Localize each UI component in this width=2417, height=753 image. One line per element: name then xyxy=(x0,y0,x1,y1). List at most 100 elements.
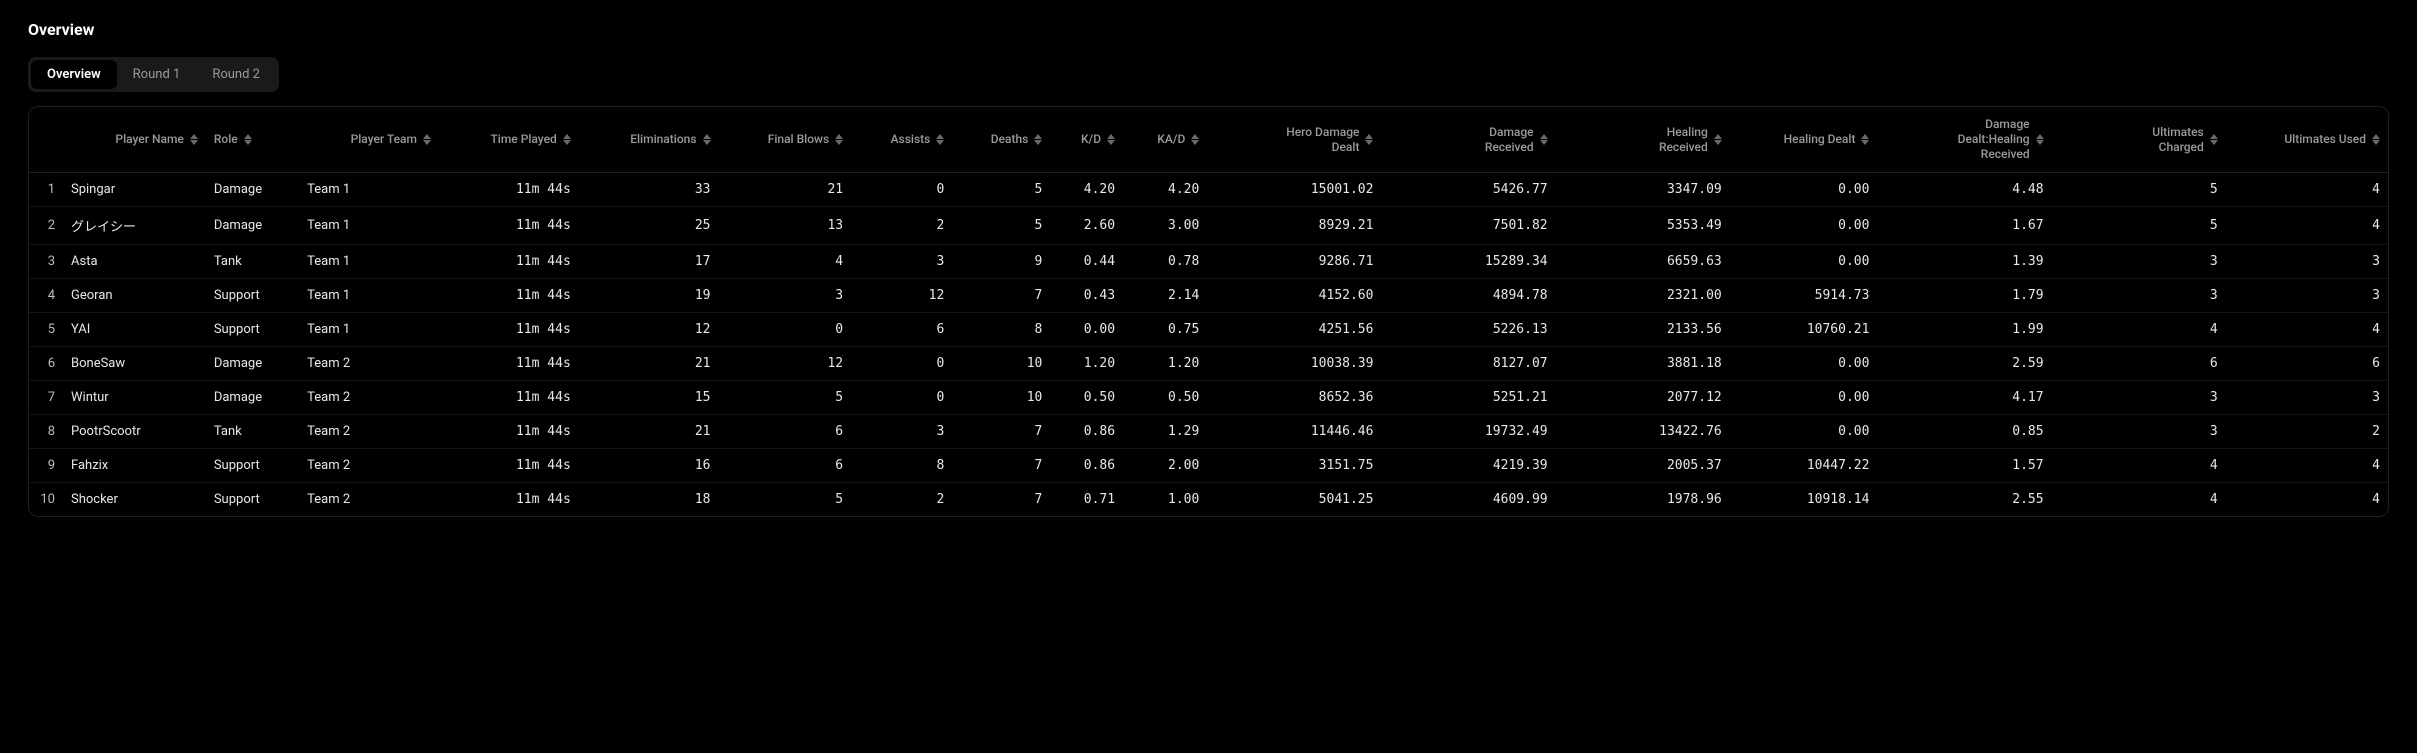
cell-damage_received: 8127.07 xyxy=(1381,347,1555,381)
cell-healing_dealt: 10760.21 xyxy=(1730,313,1878,347)
cell-idx: 7 xyxy=(29,381,63,415)
col-header-idx xyxy=(29,107,63,173)
cell-healing_received: 2133.56 xyxy=(1556,313,1730,347)
cell-kad: 0.78 xyxy=(1123,245,1207,279)
col-header-hero_damage[interactable]: Hero Damage Dealt xyxy=(1207,107,1381,173)
cell-player_team: Team 2 xyxy=(299,415,439,449)
col-header-healing_received[interactable]: Healing Received xyxy=(1556,107,1730,173)
col-header-role[interactable]: Role xyxy=(206,107,299,173)
cell-role: Damage xyxy=(206,381,299,415)
cell-final_blows: 3 xyxy=(719,279,852,313)
col-header-label: Damage Received xyxy=(1444,125,1534,155)
table-row: 6BoneSawDamageTeam 211m 44s21120101.201.… xyxy=(29,347,2388,381)
cell-healing_received: 3881.18 xyxy=(1556,347,1730,381)
cell-ult_charged: 3 xyxy=(2052,279,2226,313)
col-header-damage_received[interactable]: Damage Received xyxy=(1381,107,1555,173)
cell-kd: 1.20 xyxy=(1050,347,1123,381)
cell-hero_damage: 4152.60 xyxy=(1207,279,1381,313)
cell-final_blows: 6 xyxy=(719,449,852,483)
col-header-kd[interactable]: K/D xyxy=(1050,107,1123,173)
cell-ult_used: 4 xyxy=(2226,173,2388,207)
cell-role: Damage xyxy=(206,173,299,207)
cell-player_name: Spingar xyxy=(63,173,206,207)
cell-player_team: Team 1 xyxy=(299,313,439,347)
cell-ult_charged: 4 xyxy=(2052,483,2226,517)
cell-time_played: 11m 44s xyxy=(439,415,579,449)
col-header-kad[interactable]: KA/D xyxy=(1123,107,1207,173)
cell-role: Damage xyxy=(206,347,299,381)
cell-hero_damage: 15001.02 xyxy=(1207,173,1381,207)
cell-ult_used: 2 xyxy=(2226,415,2388,449)
tab-round-2[interactable]: Round 2 xyxy=(196,60,276,89)
sort-icon xyxy=(1034,134,1042,145)
cell-healing_received: 1978.96 xyxy=(1556,483,1730,517)
cell-kd: 4.20 xyxy=(1050,173,1123,207)
cell-kad: 0.50 xyxy=(1123,381,1207,415)
cell-deaths: 7 xyxy=(952,279,1050,313)
sort-icon xyxy=(1714,134,1722,145)
cell-ult_charged: 6 xyxy=(2052,347,2226,381)
cell-kd: 0.71 xyxy=(1050,483,1123,517)
sort-icon xyxy=(1191,134,1199,145)
cell-kad: 2.00 xyxy=(1123,449,1207,483)
cell-ult_used: 4 xyxy=(2226,207,2388,245)
cell-healing_received: 13422.76 xyxy=(1556,415,1730,449)
tab-round-1[interactable]: Round 1 xyxy=(117,60,197,89)
sort-icon xyxy=(423,134,431,145)
cell-damage_received: 4219.39 xyxy=(1381,449,1555,483)
cell-idx: 10 xyxy=(29,483,63,517)
col-header-label: Time Played xyxy=(490,132,556,147)
cell-dd_hr: 4.17 xyxy=(1877,381,2051,415)
cell-time_played: 11m 44s xyxy=(439,313,579,347)
cell-assists: 3 xyxy=(851,415,952,449)
cell-hero_damage: 9286.71 xyxy=(1207,245,1381,279)
cell-healing_dealt: 10447.22 xyxy=(1730,449,1878,483)
cell-healing_dealt: 0.00 xyxy=(1730,347,1878,381)
cell-ult_used: 4 xyxy=(2226,449,2388,483)
cell-player_name: グレイシー xyxy=(63,207,206,245)
table-row: 9FahzixSupportTeam 211m 44s166870.862.00… xyxy=(29,449,2388,483)
col-header-time_played[interactable]: Time Played xyxy=(439,107,579,173)
cell-kd: 0.44 xyxy=(1050,245,1123,279)
cell-time_played: 11m 44s xyxy=(439,483,579,517)
col-header-ult_used[interactable]: Ultimates Used xyxy=(2226,107,2388,173)
cell-kad: 0.75 xyxy=(1123,313,1207,347)
col-header-healing_dealt[interactable]: Healing Dealt xyxy=(1730,107,1878,173)
col-header-eliminations[interactable]: Eliminations xyxy=(579,107,719,173)
table-row: 8PootrScootrTankTeam 211m 44s216370.861.… xyxy=(29,415,2388,449)
col-header-label: Healing Received xyxy=(1618,125,1708,155)
cell-deaths: 10 xyxy=(952,347,1050,381)
col-header-player_team[interactable]: Player Team xyxy=(299,107,439,173)
cell-eliminations: 15 xyxy=(579,381,719,415)
cell-kd: 0.00 xyxy=(1050,313,1123,347)
col-header-ult_charged[interactable]: Ultimates Charged xyxy=(2052,107,2226,173)
col-header-label: Hero Damage Dealt xyxy=(1269,125,1359,155)
col-header-player_name[interactable]: Player Name xyxy=(63,107,206,173)
cell-kd: 0.43 xyxy=(1050,279,1123,313)
cell-damage_received: 7501.82 xyxy=(1381,207,1555,245)
cell-kad: 1.20 xyxy=(1123,347,1207,381)
sort-icon xyxy=(703,134,711,145)
table-row: 3AstaTankTeam 111m 44s174390.440.789286.… xyxy=(29,245,2388,279)
cell-damage_received: 5251.21 xyxy=(1381,381,1555,415)
cell-assists: 2 xyxy=(851,207,952,245)
col-header-label: K/D xyxy=(1081,132,1101,147)
col-header-dd_hr[interactable]: Damage Dealt:Healing Received xyxy=(1877,107,2051,173)
cell-deaths: 7 xyxy=(952,415,1050,449)
cell-idx: 2 xyxy=(29,207,63,245)
cell-idx: 8 xyxy=(29,415,63,449)
cell-assists: 3 xyxy=(851,245,952,279)
tab-overview[interactable]: Overview xyxy=(31,60,117,89)
cell-dd_hr: 1.39 xyxy=(1877,245,2051,279)
col-header-final_blows[interactable]: Final Blows xyxy=(719,107,852,173)
col-header-label: Ultimates Charged xyxy=(2114,125,2204,155)
cell-player_team: Team 1 xyxy=(299,207,439,245)
col-header-deaths[interactable]: Deaths xyxy=(952,107,1050,173)
cell-dd_hr: 4.48 xyxy=(1877,173,2051,207)
col-header-assists[interactable]: Assists xyxy=(851,107,952,173)
cell-time_played: 11m 44s xyxy=(439,347,579,381)
cell-role: Support xyxy=(206,313,299,347)
cell-deaths: 5 xyxy=(952,207,1050,245)
cell-role: Tank xyxy=(206,245,299,279)
cell-ult_charged: 3 xyxy=(2052,245,2226,279)
